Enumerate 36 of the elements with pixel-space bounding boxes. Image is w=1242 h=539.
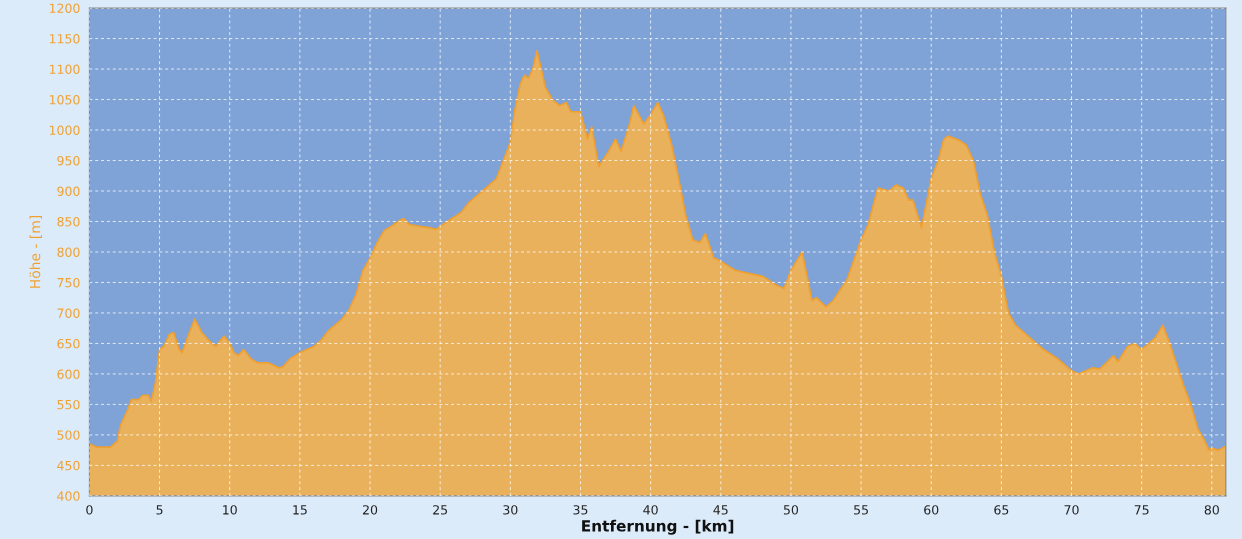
y-tick-label: 650 — [57, 338, 80, 349]
y-tick-label: 550 — [57, 399, 80, 410]
y-tick-label: 700 — [57, 308, 80, 318]
x-tick-label: 40 — [643, 505, 658, 515]
x-tick-label: 20 — [362, 505, 378, 515]
y-tick-label: 500 — [57, 430, 80, 440]
x-tick-label: 30 — [503, 505, 518, 515]
x-tick-label: 45 — [713, 505, 728, 515]
x-tick-label: 50 — [783, 505, 799, 515]
x-tick-label: 0 — [86, 505, 93, 515]
y-tick-label: 1150 — [49, 34, 80, 44]
y-tick-label: 1100 — [49, 64, 80, 74]
x-tick-label: 55 — [854, 505, 868, 515]
x-tick-label: 25 — [433, 505, 448, 515]
y-tick-label: 450 — [57, 460, 80, 471]
x-tick-label: 65 — [994, 505, 1009, 515]
y-tick-label: 950 — [57, 155, 80, 166]
y-tick-label: 600 — [57, 369, 80, 379]
x-tick-label: 10 — [223, 505, 237, 515]
x-tick-label: 80 — [1204, 505, 1219, 515]
x-tick-label: 70 — [1064, 505, 1079, 515]
x-tick-label: 15 — [293, 505, 307, 515]
y-tick-label: 1050 — [49, 95, 80, 105]
y-tick-label: 1200 — [49, 3, 80, 14]
y-tick-label: 900 — [57, 186, 80, 196]
x-axis-title: Entfernung - [km] — [582, 519, 734, 535]
y-tick-label: 850 — [57, 216, 80, 227]
y-tick-label: 750 — [57, 277, 80, 288]
x-tick-label: 60 — [924, 505, 939, 515]
x-tick-label: 35 — [573, 505, 588, 515]
y-axis-title: Höhe - [m] — [29, 215, 42, 288]
y-tick-label: 1000 — [49, 125, 80, 135]
y-tick-label: 400 — [57, 491, 80, 501]
y-tick-label: 800 — [57, 247, 80, 257]
x-tick-label: 5 — [156, 505, 163, 515]
x-tick-label: 75 — [1134, 505, 1149, 515]
